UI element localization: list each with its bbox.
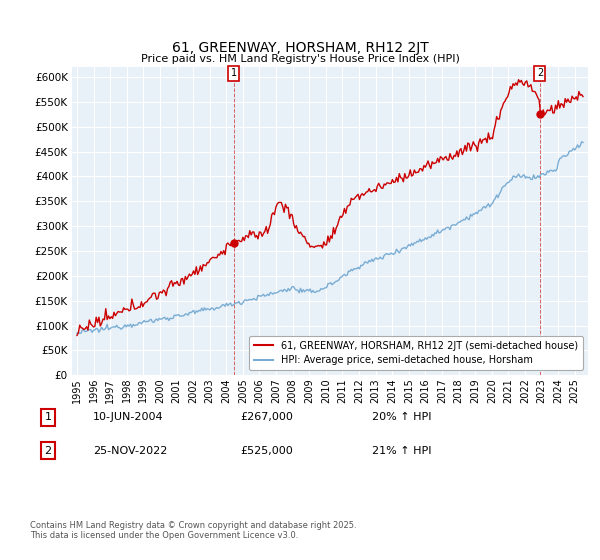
Text: 20% ↑ HPI: 20% ↑ HPI: [372, 412, 431, 422]
Text: 2: 2: [44, 446, 52, 456]
Text: 25-NOV-2022: 25-NOV-2022: [93, 446, 167, 456]
Legend: 61, GREENWAY, HORSHAM, RH12 2JT (semi-detached house), HPI: Average price, semi-: 61, GREENWAY, HORSHAM, RH12 2JT (semi-de…: [249, 336, 583, 370]
Text: £525,000: £525,000: [240, 446, 293, 456]
Text: 1: 1: [230, 68, 236, 78]
Text: 1: 1: [44, 412, 52, 422]
Text: £267,000: £267,000: [240, 412, 293, 422]
Text: 2: 2: [537, 68, 543, 78]
Text: 61, GREENWAY, HORSHAM, RH12 2JT: 61, GREENWAY, HORSHAM, RH12 2JT: [172, 41, 428, 55]
Text: Price paid vs. HM Land Registry's House Price Index (HPI): Price paid vs. HM Land Registry's House …: [140, 54, 460, 64]
Text: Contains HM Land Registry data © Crown copyright and database right 2025.
This d: Contains HM Land Registry data © Crown c…: [30, 521, 356, 540]
Text: 10-JUN-2004: 10-JUN-2004: [93, 412, 164, 422]
Text: 21% ↑ HPI: 21% ↑ HPI: [372, 446, 431, 456]
